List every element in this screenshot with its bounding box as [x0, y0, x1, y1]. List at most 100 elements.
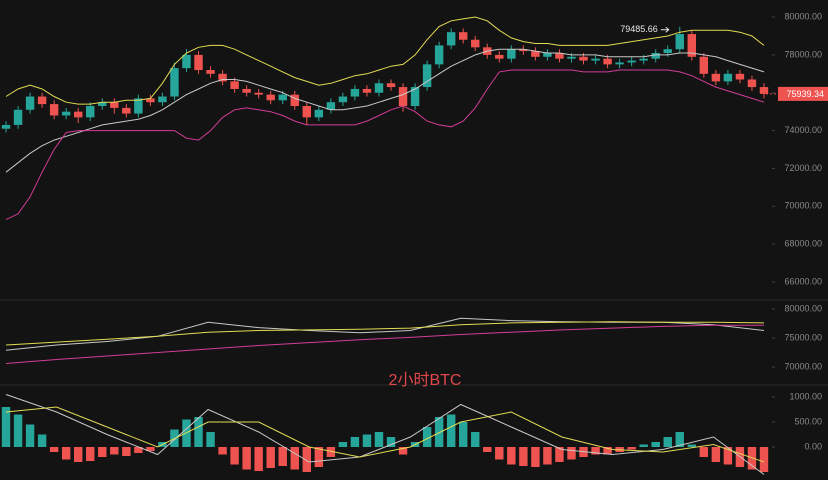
- candle-body: [735, 73, 745, 80]
- candle-body: [495, 54, 504, 59]
- indicator-line: [5, 321, 765, 346]
- macd-bar: [446, 414, 456, 447]
- macd-bar: [543, 447, 552, 465]
- candle-body: [543, 52, 552, 57]
- macd-bar: [266, 447, 275, 468]
- candle-body: [386, 83, 396, 88]
- indicator-line: [5, 324, 764, 364]
- macd-bar: [675, 432, 684, 447]
- candle-body: [603, 58, 612, 65]
- candle-body: [278, 94, 287, 101]
- high-marker-label: 79485.66: [620, 24, 658, 34]
- y-tick-label: 78000.00: [784, 49, 822, 59]
- candle-body: [422, 64, 432, 88]
- macd-bar: [146, 447, 155, 451]
- candle-body: [759, 87, 769, 94]
- macd-bar: [302, 447, 312, 472]
- candle-body: [218, 73, 227, 82]
- candle-body: [747, 79, 757, 88]
- macd-bar: [25, 424, 35, 447]
- y-tick-label: 80000.00: [784, 303, 822, 313]
- candle-body: [374, 83, 384, 93]
- macd-bar: [278, 447, 287, 466]
- macd-bar: [507, 447, 516, 465]
- candle-body: [302, 105, 312, 118]
- candle-body: [170, 68, 179, 97]
- candle-body: [25, 96, 35, 110]
- macd-bar: [471, 432, 480, 447]
- macd-bar: [386, 437, 396, 447]
- macd-bar: [639, 444, 648, 447]
- candle-body: [434, 45, 444, 65]
- macd-bar: [591, 447, 600, 455]
- y-tick-label: 80000.00: [784, 11, 822, 21]
- macd-bar: [290, 447, 299, 470]
- y-tick-label: 74000.00: [784, 125, 822, 135]
- macd-bar: [314, 447, 324, 467]
- candle-body: [651, 52, 660, 59]
- candle-body: [86, 105, 95, 118]
- macd-bar: [699, 447, 709, 457]
- candle-body: [687, 34, 697, 57]
- y-tick-label: 500.00: [794, 416, 822, 426]
- macd-bar: [398, 447, 408, 455]
- macd-bar: [110, 447, 119, 455]
- candle-body: [98, 102, 107, 106]
- macd-bar: [567, 447, 576, 460]
- candle-body: [326, 102, 336, 110]
- macd-bar: [483, 447, 492, 452]
- candle-body: [507, 49, 516, 59]
- candle-body: [627, 60, 636, 63]
- candle-body: [314, 109, 324, 118]
- candle-body: [458, 32, 468, 40]
- macd-bar: [759, 447, 769, 472]
- macd-bar: [98, 447, 107, 457]
- candle-body: [362, 88, 372, 93]
- candle-body: [146, 98, 155, 103]
- candle-body: [663, 49, 672, 53]
- macd-bar: [134, 447, 143, 453]
- macd-bar: [362, 434, 372, 447]
- candle-body: [531, 51, 540, 57]
- macd-bar: [206, 432, 215, 447]
- candle-body: [615, 62, 624, 65]
- candle-body: [338, 96, 348, 103]
- candle-body: [519, 49, 528, 52]
- macd-bar: [254, 447, 263, 471]
- candle-body: [73, 111, 83, 118]
- macd-bar: [531, 447, 540, 467]
- macd-bar: [194, 417, 203, 447]
- macd-bar: [663, 437, 672, 447]
- candle-body: [254, 92, 263, 95]
- last-price-box: [778, 86, 828, 101]
- macd-bar: [230, 447, 239, 465]
- candle-body: [723, 73, 733, 82]
- candle-body: [398, 87, 408, 106]
- macd-bar: [603, 447, 612, 455]
- candle-body: [639, 58, 648, 61]
- last-price-label: 75939.34: [786, 89, 824, 99]
- candle-body: [49, 104, 59, 116]
- macd-bar: [519, 447, 528, 466]
- macd-bar: [374, 432, 384, 447]
- macd-bar: [434, 417, 444, 447]
- candle-body: [182, 54, 191, 69]
- candle-body: [134, 98, 143, 114]
- candle-body: [194, 54, 203, 71]
- watermark: 2小时BTC: [389, 371, 462, 389]
- macd-bar: [723, 447, 733, 465]
- candle-body: [206, 70, 215, 74]
- indicator-line: [5, 69, 765, 221]
- macd-bar: [49, 447, 59, 452]
- candle-body: [579, 56, 588, 61]
- candle-body: [567, 56, 576, 59]
- candle-body: [471, 39, 480, 48]
- y-tick-label: 1000.00: [789, 391, 822, 401]
- indicator-line: [5, 394, 765, 475]
- macd-bar: [73, 447, 83, 462]
- candle-body: [446, 32, 456, 46]
- candle-body: [1, 124, 11, 129]
